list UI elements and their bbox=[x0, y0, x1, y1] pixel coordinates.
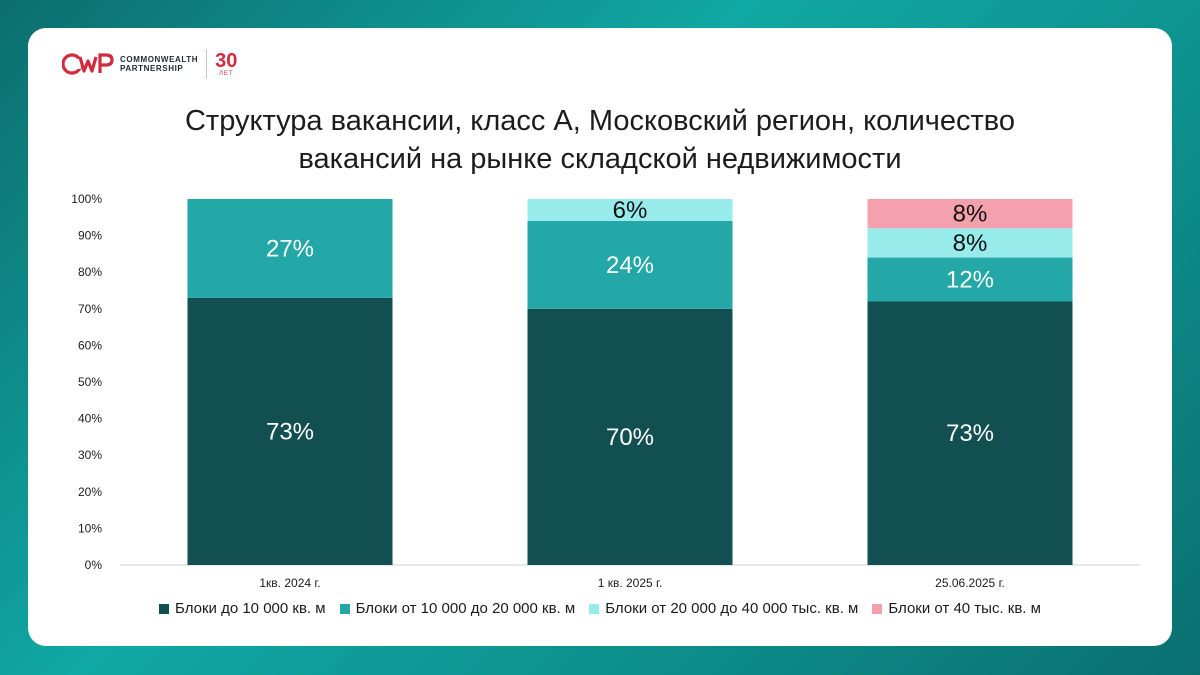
legend-item: Блоки от 40 тыс. кв. м bbox=[872, 600, 1041, 617]
data-label: 73% bbox=[266, 418, 314, 445]
bar-segment bbox=[867, 199, 1073, 229]
legend-item: Блоки от 10 000 до 20 000 кв. м bbox=[339, 600, 576, 617]
x-tick-label: 1кв. 2024 г. bbox=[259, 576, 320, 590]
y-tick-label: 90% bbox=[78, 229, 102, 243]
chart-legend: Блоки до 10 000 кв. м Блоки от 10 000 до … bbox=[28, 600, 1172, 617]
bar-segment bbox=[527, 199, 733, 221]
stacked-bar-chart: 0% 10% 20% 30% 40% 50% 60% 70% 80% 90% 100% 73% 27% 1… bbox=[71, 192, 1140, 590]
legend-swatch bbox=[339, 603, 350, 614]
data-label: 24% bbox=[606, 252, 654, 279]
anniversary-label: ЛЕТ bbox=[218, 71, 234, 77]
y-tick-label: 60% bbox=[78, 338, 102, 352]
anniversary-number: 30 bbox=[215, 50, 238, 72]
logo-brand-text: COMMONWEALTH PARTNERSHIP bbox=[120, 55, 198, 73]
y-tick-label: 40% bbox=[78, 412, 102, 426]
y-tick-label: 80% bbox=[78, 265, 102, 279]
data-label: 70% bbox=[606, 424, 654, 451]
y-tick-label: 20% bbox=[78, 485, 102, 499]
legend-label: Блоки от 20 000 до 40 000 тыс. кв. м bbox=[605, 600, 859, 617]
legend-label: Блоки от 40 тыс. кв. м bbox=[888, 600, 1041, 617]
company-logo: COMMONWEALTH PARTNERSHIP 30 ЛЕТ bbox=[62, 44, 237, 84]
bar-segment bbox=[867, 257, 1073, 302]
logo-brand-line1: COMMONWEALTH bbox=[120, 55, 199, 64]
data-label: 8% bbox=[953, 230, 988, 257]
y-tick-label: 100% bbox=[71, 192, 102, 206]
x-tick-label: 1 кв. 2025 г. bbox=[598, 576, 663, 590]
anniversary-badge: 30 ЛЕТ bbox=[215, 51, 237, 77]
legend-swatch bbox=[872, 603, 883, 614]
y-tick-label: 70% bbox=[78, 302, 102, 316]
x-tick-label: 25.06.2025 г. bbox=[935, 576, 1005, 590]
legend-swatch bbox=[589, 603, 600, 614]
chart-card: COMMONWEALTH PARTNERSHIP 30 ЛЕТ Структур… bbox=[28, 28, 1172, 646]
bar-segment bbox=[867, 228, 1073, 258]
y-tick-label: 10% bbox=[78, 521, 102, 535]
data-label: 6% bbox=[613, 197, 648, 224]
y-tick-label: 50% bbox=[78, 375, 102, 389]
bar-segment bbox=[867, 301, 1073, 565]
cwp-logo-icon bbox=[62, 49, 114, 79]
bar-segment bbox=[527, 220, 733, 309]
logo-brand-line2: PARTNERSHIP bbox=[120, 64, 184, 73]
legend-item: Блоки до 10 000 кв. м bbox=[159, 600, 326, 617]
data-label: 8% bbox=[953, 201, 988, 228]
legend-item: Блоки от 20 000 до 40 000 тыс. кв. м bbox=[589, 600, 858, 617]
bar-segment bbox=[187, 199, 393, 298]
y-tick-label: 0% bbox=[85, 558, 103, 572]
legend-swatch bbox=[159, 603, 170, 614]
data-label: 12% bbox=[946, 267, 994, 294]
legend-label: Блоки от 10 000 до 20 000 кв. м bbox=[355, 600, 576, 617]
bar-segment bbox=[187, 297, 393, 565]
y-tick-label: 30% bbox=[78, 448, 102, 462]
chart-title: Структура вакансии, класс А, Московский … bbox=[184, 105, 1016, 175]
bar-segment bbox=[527, 308, 733, 565]
logo-divider bbox=[206, 49, 208, 79]
data-label: 27% bbox=[266, 235, 314, 262]
legend-label: Блоки до 10 000 кв. м bbox=[175, 600, 326, 617]
data-label: 73% bbox=[946, 420, 994, 447]
